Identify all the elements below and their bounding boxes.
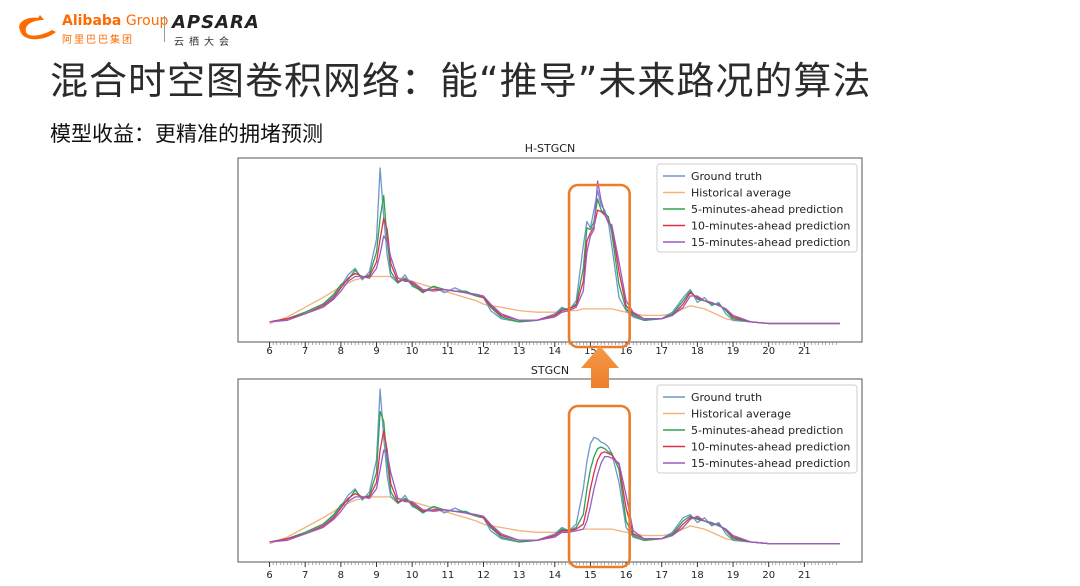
- h-stgcn-x-tick-label: 13: [513, 346, 526, 357]
- stgcn-x-tick-label: 18: [691, 570, 704, 581]
- stgcn-legend-label-15-minutes-ahead-prediction: 15-minutes-ahead prediction: [691, 457, 850, 470]
- stgcn-x-tick-label: 8: [338, 570, 344, 581]
- apsara-cn-name: 云栖大会: [174, 37, 234, 48]
- stgcn-x-tick-label: 13: [513, 570, 526, 581]
- logo-divider: [164, 16, 165, 42]
- h-stgcn-chart-title: H-STGCN: [525, 142, 575, 155]
- h-stgcn-x-tick-label: 9: [373, 346, 379, 357]
- h-stgcn-legend-label-historical-average: Historical average: [691, 187, 791, 200]
- stgcn-x-tick-label: 16: [620, 570, 633, 581]
- h-stgcn-chart: H-STGCN 6 7 8 9 10 11 12 13 14 15 16 17 18 19 20 21 Groun…: [237, 142, 863, 357]
- stgcn-series-5-minutes-ahead-prediction: [269, 410, 840, 545]
- h-stgcn-x-tick-label: 15: [584, 346, 597, 357]
- h-stgcn-x-tick-label: 19: [727, 346, 740, 357]
- stgcn-legend-label-5-minutes-ahead-prediction: 5-minutes-ahead prediction: [691, 424, 843, 437]
- header-logos: Alibaba Group 阿里巴巴集团 APSARA 云栖大会: [14, 12, 274, 48]
- h-stgcn-legend-label-10-minutes-ahead-prediction: 10-minutes-ahead prediction: [691, 220, 850, 233]
- h-stgcn-x-tick-label: 7: [302, 346, 308, 357]
- stgcn-x-tick-label: 20: [762, 570, 775, 581]
- h-stgcn-x-tick-label: 16: [620, 346, 633, 357]
- h-stgcn-legend: Ground truth Historical average 5-minutes-…: [656, 163, 858, 253]
- alibaba-logo-icon: [19, 15, 56, 40]
- stgcn-legend-label-ground-truth: Ground truth: [691, 391, 762, 404]
- h-stgcn-series-15-minutes-ahead-prediction: [269, 180, 840, 325]
- stgcn-x-tick-label: 10: [406, 570, 419, 581]
- stgcn-x-tick-label: 6: [266, 570, 272, 581]
- improvement-arrow-icon: [581, 346, 619, 388]
- stgcn-series-ground-truth: [269, 388, 840, 545]
- stgcn-highlight-box: [567, 404, 631, 569]
- stgcn-x-tick-label: 17: [655, 570, 668, 581]
- stgcn-x-tick-label: 11: [441, 570, 454, 581]
- h-stgcn-legend-label-5-minutes-ahead-prediction: 5-minutes-ahead prediction: [691, 203, 843, 216]
- slide-title: 混合时空图卷积网络：能“推导”未来路况的算法: [50, 59, 872, 103]
- h-stgcn-x-tick-label: 17: [655, 346, 668, 357]
- stgcn-x-tick-label: 12: [477, 570, 490, 581]
- stgcn-legend-label-historical-average: Historical average: [691, 408, 791, 421]
- h-stgcn-x-tick-label: 8: [338, 346, 344, 357]
- apsara-wordmark: APSARA: [172, 12, 260, 33]
- stgcn-chart-title: STGCN: [531, 364, 569, 377]
- stgcn-x-tick-label: 7: [302, 570, 308, 581]
- stgcn-x-tick-label: 21: [798, 570, 811, 581]
- stgcn-series-10-minutes-ahead-prediction: [269, 430, 840, 545]
- stgcn-legend: Ground truth Historical average 5-minutes-…: [656, 384, 858, 474]
- stgcn-legend-frame: [656, 384, 858, 474]
- h-stgcn-x-tick-label: 18: [691, 346, 704, 357]
- h-stgcn-x-tick-label: 20: [762, 346, 775, 357]
- h-stgcn-x-tick-label: 10: [406, 346, 419, 357]
- alibaba-wordmark: Alibaba Group: [62, 13, 169, 29]
- alibaba-cn-name: 阿里巴巴集团: [62, 35, 134, 46]
- h-stgcn-legend-frame: [656, 163, 858, 253]
- stgcn-x-tick-label: 9: [373, 570, 379, 581]
- h-stgcn-legend-label-ground-truth: Ground truth: [691, 170, 762, 183]
- h-stgcn-legend-label-15-minutes-ahead-prediction: 15-minutes-ahead prediction: [691, 236, 850, 249]
- stgcn-legend-label-10-minutes-ahead-prediction: 10-minutes-ahead prediction: [691, 441, 850, 454]
- stgcn-x-tick-label: 14: [548, 570, 561, 581]
- h-stgcn-x-tick-label: 6: [266, 346, 272, 357]
- h-stgcn-x-tick-label: 12: [477, 346, 490, 357]
- h-stgcn-series-5-minutes-ahead-prediction: [269, 194, 840, 325]
- stgcn-series-15-minutes-ahead-prediction: [269, 449, 840, 545]
- stgcn-x-tick-label: 15: [584, 570, 597, 581]
- h-stgcn-x-tick-label: 11: [441, 346, 454, 357]
- h-stgcn-x-tick-label: 14: [548, 346, 561, 357]
- stgcn-chart: STGCN 6 7 8 9 10 11 12 13 14 15 16 17 18 19 20 21 Ground …: [237, 364, 863, 581]
- stgcn-x-tick-label: 19: [727, 570, 740, 581]
- h-stgcn-x-tick-label: 21: [798, 346, 811, 357]
- h-stgcn-series-10-minutes-ahead-prediction: [269, 209, 840, 325]
- slide-subtitle: 模型收益：更精准的拥堵预测: [50, 122, 323, 146]
